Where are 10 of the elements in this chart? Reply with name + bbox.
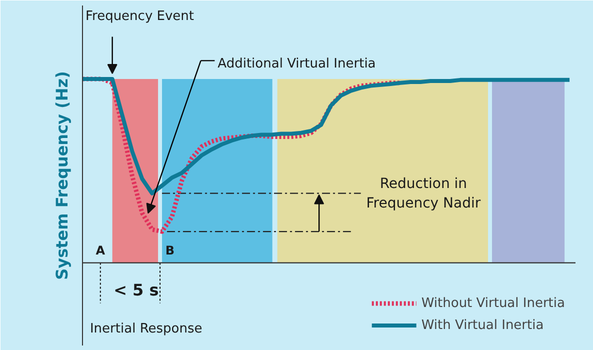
legend-label: Without Virtual Inertia xyxy=(421,296,565,310)
text: Frequency Event xyxy=(85,8,194,24)
annotation: Reduction in Frequency Nadir xyxy=(366,176,481,212)
text: Inertial Response xyxy=(90,321,202,336)
text: < 5 s xyxy=(114,280,159,300)
y-axis-title: System Frequency (Hz) xyxy=(52,71,72,280)
text: Additional Virtual Inertia xyxy=(218,56,376,72)
legend-label: With Virtual Inertia xyxy=(421,318,544,332)
annotation: B xyxy=(165,243,175,258)
annotation: A xyxy=(96,243,106,258)
